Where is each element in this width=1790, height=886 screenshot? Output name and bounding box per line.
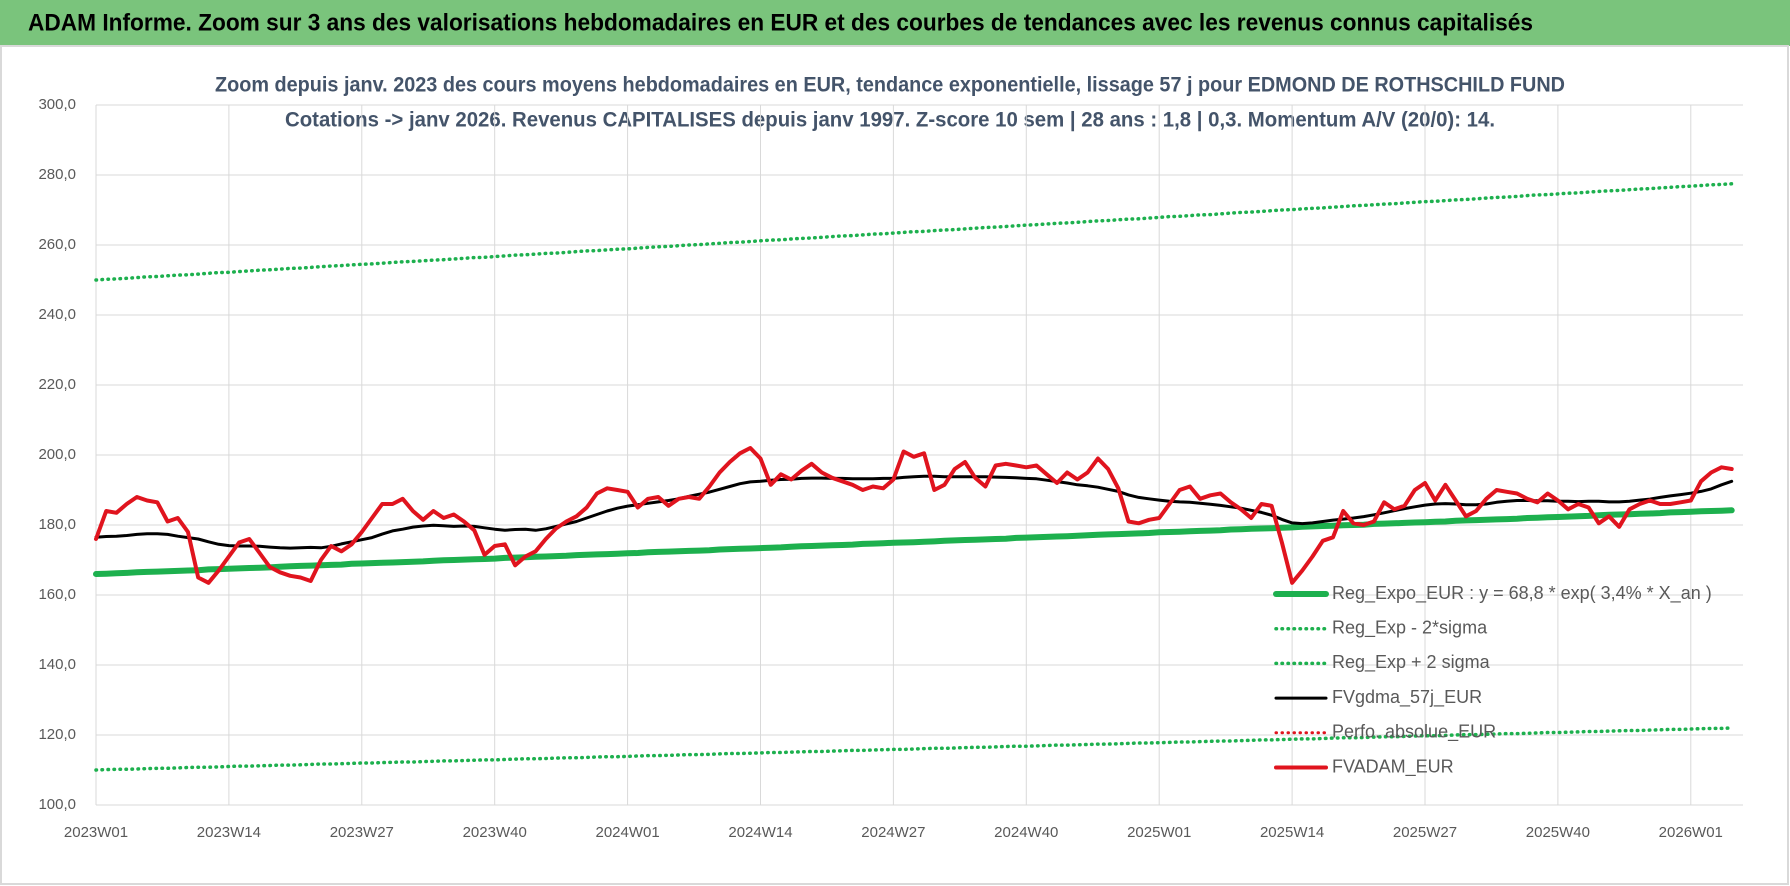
x-tick-label: 2023W01 bbox=[64, 824, 128, 841]
x-tick-label: 2025W14 bbox=[1260, 824, 1324, 841]
legend-label: Reg_Exp - 2*sigma bbox=[1332, 617, 1488, 638]
grid: 100,0 120,0 140,0 160,0 180,0 200,0 220,0 240,0… bbox=[38, 96, 1743, 841]
y-tick-label: 100,0 bbox=[38, 796, 76, 813]
header-title: ADAM Informe. Zoom sur 3 ans des valoris… bbox=[28, 9, 1533, 36]
chart-subtitle: Cotations -> janv 2026. Revenus CAPITALI… bbox=[285, 109, 1495, 132]
header-bar bbox=[0, 0, 1790, 46]
y-tick-label: 180,0 bbox=[38, 516, 76, 533]
y-tick-label: 260,0 bbox=[38, 236, 76, 253]
x-tick-label: 2026W01 bbox=[1659, 824, 1723, 841]
x-tick-label: 2024W40 bbox=[994, 824, 1058, 841]
x-tick-label: 2024W27 bbox=[861, 824, 925, 841]
legend-label: FVADAM_EUR bbox=[1332, 756, 1454, 777]
y-tick-label: 280,0 bbox=[38, 166, 76, 183]
plot bbox=[93, 182, 1735, 772]
y-tick-label: 120,0 bbox=[38, 726, 76, 743]
x-tick-label: 2024W14 bbox=[728, 824, 792, 841]
x-tick-label: 2025W01 bbox=[1127, 824, 1191, 841]
x-tick-label: 2023W27 bbox=[330, 824, 394, 841]
y-tick-label: 160,0 bbox=[38, 586, 76, 603]
legend-label: Reg_Exp + 2 sigma bbox=[1332, 652, 1491, 673]
legend: Reg_Expo_EUR : y = 68,8 * exp( 3,4% * X_… bbox=[1273, 583, 1712, 777]
legend-label: Perfo. absolue_EUR bbox=[1332, 722, 1496, 743]
series-line bbox=[94, 726, 1734, 772]
y-tick-label: 200,0 bbox=[38, 446, 76, 463]
x-tick-label: 2023W14 bbox=[197, 824, 261, 841]
y-tick-label: 220,0 bbox=[38, 376, 76, 393]
x-tick-label: 2025W40 bbox=[1526, 824, 1590, 841]
y-tick-label: 300,0 bbox=[38, 96, 76, 113]
x-tick-label: 2024W01 bbox=[595, 824, 659, 841]
x-tick-label: 2023W40 bbox=[463, 824, 527, 841]
y-tick-label: 140,0 bbox=[38, 656, 76, 673]
series-line bbox=[93, 507, 1735, 577]
chart-title: Zoom depuis janv. 2023 des cours moyens … bbox=[215, 74, 1565, 97]
chart-frame bbox=[0, 45, 1789, 885]
legend-label: Reg_Expo_EUR : y = 68,8 * exp( 3,4% * X_… bbox=[1332, 583, 1712, 604]
legend-label: FVgdma_57j_EUR bbox=[1332, 687, 1482, 708]
y-tick-label: 240,0 bbox=[38, 306, 76, 323]
x-tick-label: 2025W27 bbox=[1393, 824, 1457, 841]
series-line bbox=[94, 446, 1734, 585]
